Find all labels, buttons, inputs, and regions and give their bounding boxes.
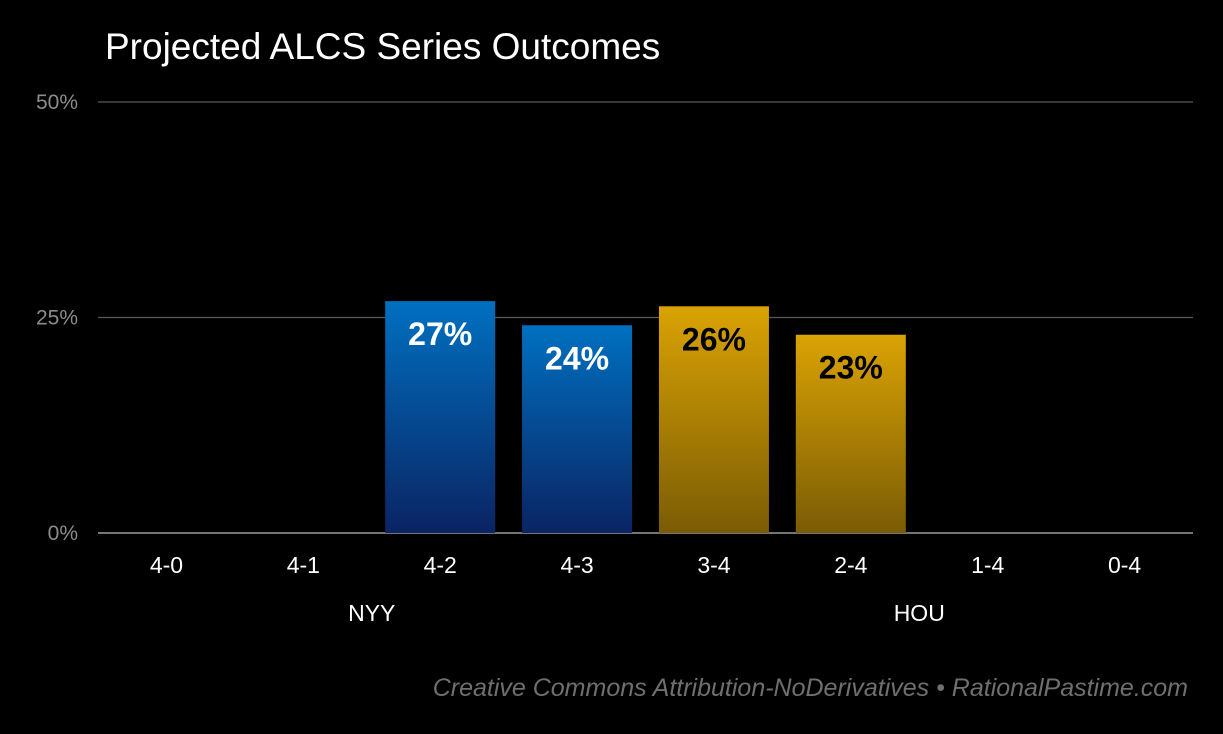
y-tick-label: 25%: [36, 307, 78, 330]
y-tick-label: 0%: [48, 522, 78, 545]
bar-3-4: [658, 306, 769, 533]
value-label: 26%: [682, 321, 746, 357]
group-labels: NYY HOU: [348, 600, 945, 626]
x-tick-label: 1-4: [971, 552, 1004, 578]
y-tick-label: 50%: [36, 91, 78, 114]
value-label: 23%: [819, 350, 883, 386]
x-tick-label: 3-4: [697, 552, 730, 578]
bars: [385, 301, 906, 533]
x-axis: 4-0 4-1 4-2 4-3 3-4 2-4 1-4 0-4: [150, 552, 1142, 578]
x-tick-label: 4-1: [287, 552, 320, 578]
x-tick-label: 2-4: [834, 552, 867, 578]
value-label: 27%: [408, 316, 472, 352]
x-tick-label: 0-4: [1108, 552, 1141, 578]
gridlines: [98, 101, 1193, 534]
x-tick-label: 4-0: [150, 552, 183, 578]
bar-4-2: [385, 301, 496, 533]
chart-title: Projected ALCS Series Outcomes: [105, 26, 661, 67]
x-tick-label: 4-3: [560, 552, 593, 578]
value-labels: 27% 24% 26% 23%: [408, 316, 883, 386]
value-label: 24%: [545, 340, 609, 376]
bar-2-4: [795, 334, 906, 533]
y-axis: 0% 25% 50%: [36, 91, 78, 545]
footer-credit: Creative Commons Attribution-NoDerivativ…: [432, 674, 1188, 702]
group-label-hou: HOU: [894, 600, 945, 626]
bar-4-3: [522, 325, 633, 533]
x-tick-label: 4-2: [424, 552, 457, 578]
group-label-nyy: NYY: [348, 600, 395, 626]
